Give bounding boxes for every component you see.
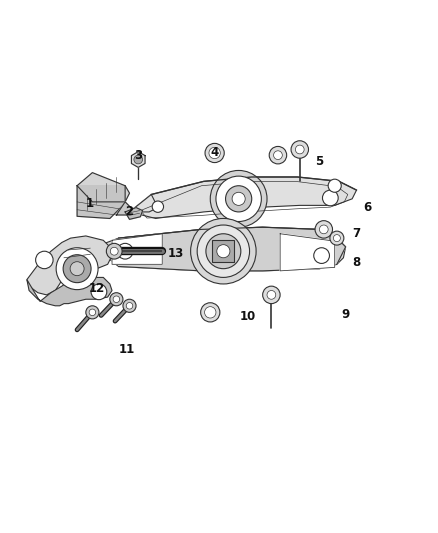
- Text: 6: 6: [364, 201, 371, 214]
- Polygon shape: [131, 152, 145, 167]
- Circle shape: [217, 245, 230, 258]
- Circle shape: [117, 244, 133, 259]
- Polygon shape: [117, 202, 132, 215]
- Circle shape: [91, 284, 107, 300]
- Polygon shape: [77, 185, 125, 219]
- Circle shape: [113, 296, 120, 303]
- Circle shape: [63, 255, 91, 282]
- Circle shape: [314, 248, 329, 263]
- Polygon shape: [27, 277, 112, 306]
- Circle shape: [86, 306, 99, 319]
- Circle shape: [110, 247, 118, 255]
- Circle shape: [123, 299, 136, 312]
- Text: 7: 7: [353, 227, 360, 240]
- Circle shape: [126, 303, 133, 309]
- Polygon shape: [27, 236, 112, 295]
- Circle shape: [89, 309, 95, 316]
- Polygon shape: [280, 234, 335, 271]
- Circle shape: [263, 286, 280, 304]
- Circle shape: [269, 147, 287, 164]
- Circle shape: [267, 290, 276, 299]
- Circle shape: [333, 235, 340, 241]
- Text: 8: 8: [353, 256, 360, 269]
- Circle shape: [56, 248, 98, 289]
- Circle shape: [191, 219, 256, 284]
- Circle shape: [295, 145, 304, 154]
- Circle shape: [70, 262, 84, 276]
- Circle shape: [210, 171, 267, 227]
- Text: 2: 2: [125, 205, 134, 219]
- Text: 10: 10: [239, 310, 255, 323]
- Circle shape: [322, 190, 338, 206]
- Circle shape: [328, 179, 341, 192]
- Polygon shape: [77, 173, 130, 202]
- Circle shape: [201, 303, 220, 322]
- Circle shape: [232, 192, 245, 205]
- Circle shape: [291, 141, 308, 158]
- Circle shape: [205, 306, 216, 318]
- Circle shape: [315, 221, 332, 238]
- Circle shape: [134, 155, 142, 164]
- Circle shape: [330, 231, 344, 245]
- Circle shape: [214, 241, 233, 261]
- Text: 13: 13: [167, 247, 184, 260]
- Circle shape: [274, 151, 283, 159]
- FancyBboxPatch shape: [212, 240, 234, 262]
- Polygon shape: [119, 227, 346, 271]
- Polygon shape: [125, 207, 143, 220]
- Circle shape: [197, 225, 250, 277]
- Text: 5: 5: [315, 155, 324, 168]
- Circle shape: [226, 185, 252, 212]
- Text: 9: 9: [342, 308, 350, 321]
- Text: 11: 11: [119, 343, 135, 356]
- Circle shape: [205, 143, 224, 163]
- Polygon shape: [101, 227, 346, 271]
- Text: 3: 3: [134, 149, 142, 161]
- Polygon shape: [112, 234, 162, 264]
- Circle shape: [35, 251, 53, 269]
- Circle shape: [209, 147, 220, 159]
- Text: 12: 12: [88, 282, 105, 295]
- Circle shape: [110, 293, 123, 306]
- Circle shape: [206, 234, 241, 269]
- Circle shape: [106, 244, 122, 259]
- Polygon shape: [130, 195, 158, 212]
- Polygon shape: [130, 177, 357, 219]
- Text: 4: 4: [211, 147, 219, 159]
- Circle shape: [152, 201, 163, 212]
- Circle shape: [319, 225, 328, 234]
- Circle shape: [216, 176, 261, 222]
- Text: 1: 1: [86, 197, 94, 209]
